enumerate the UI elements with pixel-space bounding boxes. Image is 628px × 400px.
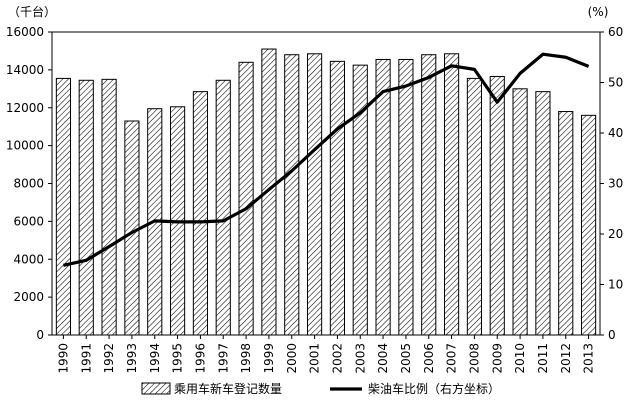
x-tick-label: 2010 [513, 343, 527, 374]
x-tick-label: 2005 [399, 343, 413, 374]
bar-2006 [421, 54, 437, 336]
left-tick-label: 2000 [13, 290, 44, 304]
bar-2009 [489, 76, 505, 336]
left-tick-label: 14000 [6, 63, 44, 77]
left-tick-label: 6000 [13, 214, 44, 228]
x-tick-label: 1999 [262, 343, 276, 374]
right-tick-label: 40 [608, 126, 623, 140]
right-tick-label: 60 [608, 25, 623, 39]
x-tick-label: 2006 [422, 343, 436, 374]
right-tick-label: 10 [608, 278, 623, 292]
legend-bar-label: 乘用车新车登记数量 [174, 381, 282, 396]
legend: 乘用车新车登记数量 柴油车比例（右方坐标） [141, 381, 500, 396]
bar-2003 [352, 64, 368, 336]
right-axis: 0 10 20 30 40 50 60 [600, 25, 623, 342]
left-axis: 0 2000 4000 6000 8000 10000 12000 14000 16000 [6, 25, 52, 342]
left-tick-label: 16000 [6, 25, 44, 39]
left-tick-label: 10000 [6, 139, 44, 153]
x-tick-label: 2012 [559, 343, 573, 374]
legend-bar-swatch [141, 382, 171, 395]
x-tick-label: 1996 [193, 343, 207, 374]
bar-1997 [215, 79, 231, 336]
bar-1992 [101, 78, 117, 336]
x-tick-label: 1992 [102, 343, 116, 374]
right-tick-label: 20 [608, 227, 623, 241]
x-tick-label: 2011 [536, 343, 550, 374]
x-tick-label: 2003 [353, 343, 367, 374]
bar-2004 [375, 58, 391, 336]
bar-1996 [192, 91, 208, 336]
x-tick-label: 2001 [308, 343, 322, 374]
x-tick-label: 2009 [490, 343, 504, 374]
bar-1993 [124, 120, 140, 336]
x-tick-label: 1990 [56, 343, 70, 374]
bar-2012 [558, 111, 574, 336]
bar-series [55, 48, 597, 336]
bar-1998 [238, 61, 254, 336]
x-tick-label: 2004 [376, 343, 390, 374]
left-tick-label: 0 [36, 328, 44, 342]
bar-2007 [444, 53, 460, 336]
x-tick-label: 1993 [125, 343, 139, 374]
right-tick-label: 50 [608, 76, 623, 90]
bar-2010 [512, 88, 528, 336]
bar-2008 [466, 77, 482, 336]
right-axis-unit-label: (%) [588, 5, 609, 19]
right-tick-label: 30 [608, 177, 623, 191]
left-tick-label: 8000 [13, 177, 44, 191]
x-tick-label: 1994 [148, 343, 162, 374]
x-tick-label: 2002 [330, 343, 344, 374]
left-axis-unit-label: （千台） [8, 4, 56, 19]
x-tick-label: 1991 [79, 343, 93, 374]
x-tick-label: 1995 [171, 343, 185, 374]
x-tick-label: 1997 [216, 343, 230, 374]
bar-2005 [398, 58, 414, 336]
bar-2000 [284, 54, 300, 336]
x-tick-label: 2013 [582, 343, 596, 374]
bar-2002 [329, 60, 345, 336]
x-tick-label: 2000 [285, 343, 299, 374]
bar-2001 [307, 53, 323, 336]
right-tick-label: 0 [608, 328, 616, 342]
x-tick-label: 1998 [239, 343, 253, 374]
x-tick-label: 2008 [467, 343, 481, 374]
left-tick-label: 12000 [6, 101, 44, 115]
x-tick-label: 2007 [445, 343, 459, 374]
legend-line-label: 柴油车比例（右方坐标） [368, 381, 500, 396]
diesel-share-line [63, 52, 590, 267]
left-tick-label: 4000 [13, 252, 44, 266]
bar-1990 [55, 77, 71, 336]
bar-2013 [581, 114, 597, 336]
x-axis: 1990 1991 1992 1993 1994 1995 1996 1997 1998 1999… [56, 335, 596, 374]
bar-1991 [78, 79, 94, 336]
bar-2011 [535, 91, 551, 336]
